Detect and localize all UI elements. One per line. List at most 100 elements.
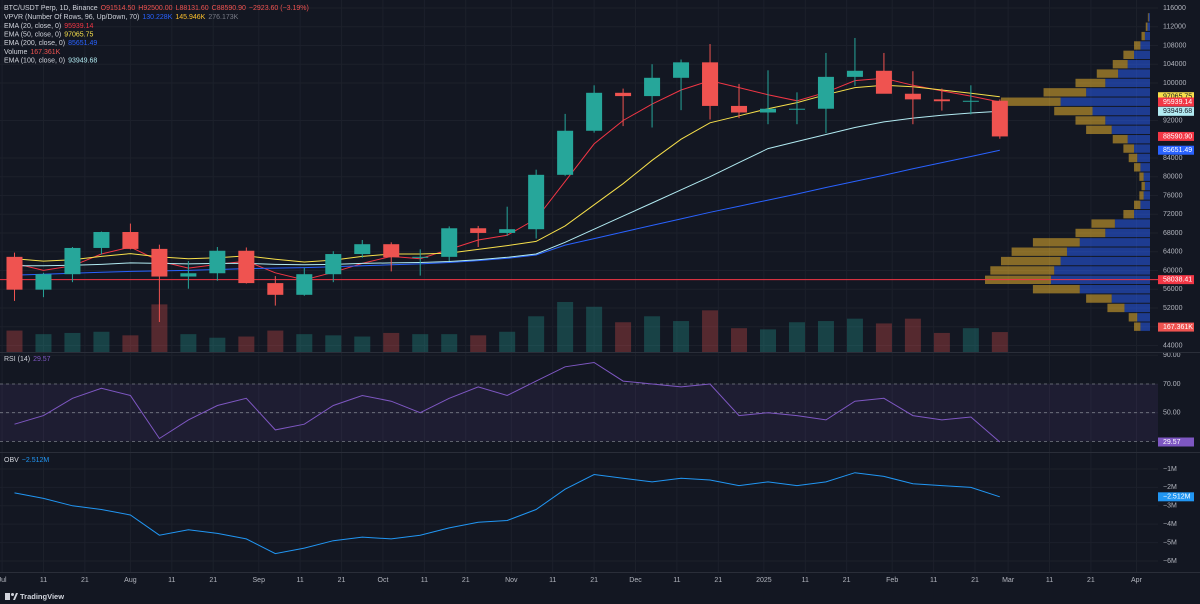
vpvr-down bbox=[990, 266, 1055, 275]
legend-text: H92500.00 bbox=[138, 5, 172, 12]
legend-text: 29.57 bbox=[33, 356, 51, 363]
x-tick-label: 21 bbox=[462, 577, 470, 584]
logo-mark bbox=[13, 593, 18, 600]
volume-bar bbox=[702, 310, 719, 352]
y-tick-label: −4M bbox=[1163, 521, 1177, 528]
candle-body bbox=[817, 76, 834, 109]
candle-body bbox=[354, 244, 371, 255]
candle-body bbox=[673, 62, 690, 78]
vpvr-down bbox=[1147, 13, 1149, 22]
vpvr-down bbox=[1032, 238, 1080, 247]
volume-bar bbox=[528, 316, 545, 352]
vpvr-up bbox=[1134, 144, 1150, 153]
candle-body bbox=[122, 232, 139, 249]
tradingview-logo[interactable]: TradingView bbox=[5, 592, 64, 601]
candle-body bbox=[499, 229, 516, 233]
price-label: 29.57 bbox=[1163, 439, 1181, 446]
legend-entry: EMA (100, close, 0) 93949.68 bbox=[4, 57, 97, 64]
y-tick-label: 72000 bbox=[1163, 211, 1183, 218]
legend-entry: RSI (14) 29.57 bbox=[4, 356, 51, 363]
legend-text: RSI (14) bbox=[4, 356, 30, 363]
volume-bar bbox=[586, 306, 603, 352]
y-tick-label: 108000 bbox=[1163, 42, 1186, 49]
axes: Jul 11 21 Aug 11 21 Sep 11 21 Oct 11 21 Nov 11 21 Dec 11… bbox=[0, 5, 1194, 584]
x-tick-label: 11 bbox=[421, 577, 428, 584]
volume-bar bbox=[904, 318, 921, 352]
vpvr-down bbox=[1139, 191, 1144, 200]
legend-text: EMA (200, close, 0) bbox=[4, 40, 65, 47]
x-tick-label: Feb bbox=[886, 577, 898, 584]
y-tick-label: −3M bbox=[1163, 503, 1177, 510]
y-tick-label: −5M bbox=[1163, 539, 1177, 546]
vpvr-up bbox=[1137, 153, 1150, 163]
candle-body bbox=[644, 77, 661, 97]
y-tick-label: 80000 bbox=[1163, 174, 1183, 181]
vpvr-up bbox=[1066, 247, 1150, 256]
legend-entry: BTC/USDT Perp, 1D, Binance O91514.50 H9250… bbox=[4, 5, 309, 12]
series-line bbox=[14, 472, 1000, 555]
price-label-box bbox=[1158, 106, 1194, 116]
x-tick-label: 11 bbox=[930, 577, 937, 584]
x-tick-label: 21 bbox=[1087, 577, 1095, 584]
price-label-box bbox=[1158, 492, 1194, 502]
price-label: 95939.14 bbox=[1163, 99, 1192, 106]
candle-body bbox=[267, 283, 284, 295]
y-tick-label: −6M bbox=[1163, 558, 1177, 565]
vpvr-down bbox=[1134, 41, 1141, 50]
volume-bar bbox=[6, 330, 23, 352]
vpvr-up bbox=[1079, 285, 1150, 294]
price-label-box bbox=[1158, 97, 1194, 107]
candle-body bbox=[151, 248, 168, 277]
y-tick-label: 70.00 bbox=[1163, 381, 1181, 388]
legend-text: 95939.14 bbox=[64, 23, 93, 30]
y-tick-label: 44000 bbox=[1163, 342, 1183, 349]
volume-bar bbox=[383, 332, 400, 352]
vpvr-down bbox=[1075, 116, 1106, 125]
candle-body bbox=[557, 130, 574, 175]
candle-body bbox=[412, 256, 429, 258]
price-label-box bbox=[1158, 145, 1194, 155]
vpvr-up bbox=[1127, 60, 1150, 69]
vpvr-up bbox=[1140, 200, 1150, 210]
candle-body bbox=[325, 254, 342, 275]
legend-text: L88131.60 bbox=[176, 5, 209, 12]
candle-body bbox=[470, 228, 487, 233]
legend-entry: EMA (20, close, 0) 95939.14 bbox=[4, 23, 94, 30]
volume-bar bbox=[93, 331, 110, 352]
volume-bar bbox=[644, 316, 661, 352]
legend-text: −2923.60 (−3.19%) bbox=[249, 5, 309, 12]
volume-bar bbox=[817, 321, 834, 352]
volume-bar bbox=[470, 335, 487, 352]
legend-text: C88590.90 bbox=[212, 5, 246, 12]
volume-bar bbox=[412, 334, 429, 352]
series-line bbox=[14, 149, 1000, 276]
volume-bar bbox=[35, 334, 52, 352]
legend-text: 97065.75 bbox=[64, 31, 93, 38]
candle-body bbox=[788, 108, 805, 110]
y-tick-label: −2M bbox=[1163, 484, 1177, 491]
price-label: 85651.49 bbox=[1163, 147, 1192, 154]
vpvr-up bbox=[1140, 322, 1150, 331]
vpvr-down bbox=[1086, 125, 1112, 135]
vpvr-down bbox=[1107, 303, 1125, 313]
legend-entry: VPVR (Number Of Rows, 96, Up/Down, 70) 13… bbox=[4, 14, 239, 21]
legend-text: VPVR (Number Of Rows, 96, Up/Down, 70) bbox=[4, 14, 139, 21]
legend-text: 85651.49 bbox=[68, 40, 97, 47]
vpvr-up bbox=[1114, 219, 1150, 228]
volume-bar bbox=[759, 329, 776, 352]
x-tick-label: 11 bbox=[1046, 577, 1053, 584]
vpvr-up bbox=[1111, 125, 1150, 135]
vpvr-down bbox=[1134, 322, 1141, 331]
volume-bar bbox=[180, 334, 197, 352]
x-tick-label: 21 bbox=[590, 577, 598, 584]
vpvr-up bbox=[1105, 228, 1150, 238]
vpvr-down bbox=[1123, 50, 1135, 60]
vpvr-up bbox=[1105, 78, 1150, 88]
x-tick-label: Mar bbox=[1002, 577, 1015, 584]
candle-body bbox=[238, 250, 255, 284]
vpvr-down bbox=[1123, 210, 1135, 219]
legend-text: EMA (100, close, 0) bbox=[4, 57, 65, 64]
